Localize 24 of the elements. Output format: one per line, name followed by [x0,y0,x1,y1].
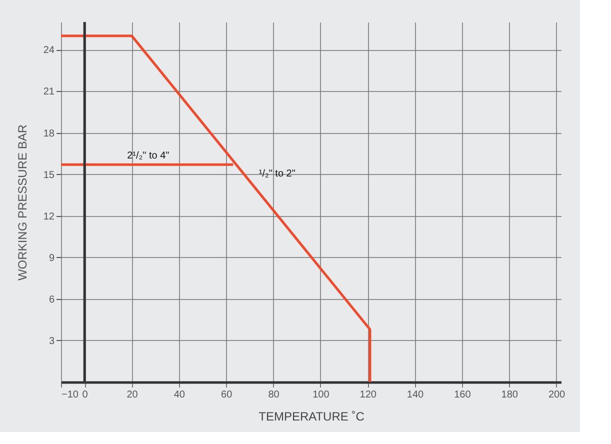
x-tick-label: 20 [126,390,138,400]
x-tick-label: 80 [268,390,280,400]
y-tick-label: 21 [43,86,55,98]
y-tick-label: 15 [43,170,55,181]
x-tick-label: 180 [501,390,518,400]
x-tick-label: 100 [312,390,330,400]
y-tick-label: 3 [48,336,55,347]
x-tick-label: 160 [454,390,472,400]
x-tick-label: 200 [548,390,566,400]
y-tick-label: 6 [48,294,55,306]
y-tick-label: 18 [43,128,55,140]
x-tick-label: 40 [174,390,186,400]
y-tick-label: 12 [43,211,55,222]
x-tick-label: −10 [62,390,79,400]
x-tick-label: 120 [360,390,377,400]
x-tick-label: 60 [221,390,233,400]
x-tick-label: 140 [406,390,424,400]
y-tick-label: 24 [43,45,55,56]
series-label: ¹/₂" to 2" [258,168,296,180]
x-tick-label: 0 [82,390,88,400]
series-label: 2¹/₂" to 4" [127,150,170,162]
y-tick-label: 9 [48,252,55,264]
x-axis-title: TEMPERATURE ˚C [258,410,365,424]
y-axis-title: WORKING PRESSURE BAR [15,124,30,281]
